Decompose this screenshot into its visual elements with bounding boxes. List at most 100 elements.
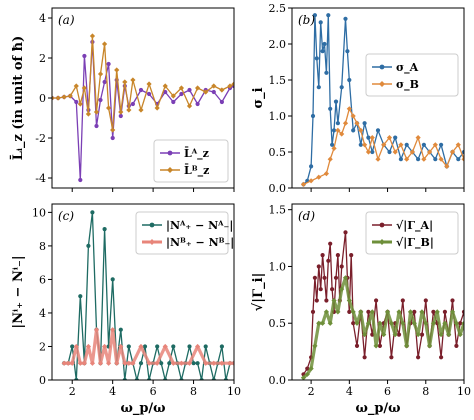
data-point (101, 343, 108, 350)
legend-swatch-marker (149, 239, 155, 245)
data-point (106, 61, 111, 67)
data-point (330, 287, 335, 292)
data-point (433, 157, 438, 162)
data-point (335, 127, 341, 133)
data-point (342, 275, 349, 281)
data-point (326, 258, 331, 263)
data-point (318, 287, 323, 292)
data-point (369, 135, 375, 141)
data-point (438, 156, 444, 162)
y-tick-label: 1.5 (269, 74, 287, 87)
data-point (331, 145, 337, 151)
data-point (453, 320, 459, 326)
data-point (439, 355, 444, 360)
data-point (407, 309, 414, 315)
axes-frame (291, 7, 465, 189)
data-point (449, 149, 456, 155)
data-point (419, 332, 425, 337)
axes-frame (291, 203, 465, 381)
data-point (375, 156, 381, 162)
data-point (219, 360, 225, 366)
data-point (82, 53, 87, 59)
data-point (416, 157, 421, 162)
data-point (373, 343, 379, 349)
data-point (421, 156, 427, 162)
legend-swatch-marker (379, 239, 385, 245)
data-point (396, 332, 402, 337)
data-point (362, 355, 367, 360)
data-point (70, 344, 75, 349)
data-point (74, 377, 79, 380)
data-point (330, 142, 335, 147)
data-point (122, 360, 128, 366)
data-point (90, 210, 95, 215)
y-tick-label: 8 (39, 240, 46, 253)
data-point (146, 360, 152, 366)
data-point (343, 230, 348, 235)
x-tick-label: 8 (190, 385, 197, 398)
data-point (427, 343, 433, 349)
data-point (78, 177, 83, 183)
data-point (432, 142, 438, 148)
data-point (446, 331, 452, 338)
data-point (335, 309, 341, 315)
data-point (122, 377, 127, 380)
data-point (147, 377, 152, 380)
data-point (134, 377, 139, 380)
data-point (122, 79, 128, 85)
data-point (386, 135, 393, 141)
data-point (199, 377, 204, 380)
data-point (77, 101, 83, 107)
data-point (61, 94, 67, 100)
data-point (138, 107, 144, 113)
data-point (366, 135, 371, 140)
data-point (316, 320, 322, 326)
data-point (65, 360, 71, 366)
y-tick-label: 0.5 (269, 146, 287, 159)
legend-label: σ_B (396, 78, 419, 92)
legend: |Nᴬ₊ − Nᴬ₋| |Nᴮ₊ − Nᴮ₋| (135, 211, 234, 255)
data-point (67, 93, 73, 99)
data-point (354, 343, 360, 348)
data-point (170, 360, 176, 366)
data-point (398, 157, 403, 162)
data-point (300, 181, 307, 187)
data-point (155, 344, 160, 349)
legend-label: √|Γ_B| (396, 236, 434, 250)
data-point (346, 297, 352, 304)
data-point (327, 156, 333, 162)
data-point (362, 142, 368, 148)
data-point (415, 135, 421, 141)
series-c-1 (61, 327, 234, 366)
data-point (439, 142, 444, 147)
y-tick-label: 0.0 (269, 182, 287, 195)
data-point (77, 360, 83, 366)
data-point (314, 298, 319, 303)
data-point (211, 377, 216, 380)
data-point (438, 331, 444, 338)
data-point (195, 101, 200, 107)
data-point (328, 241, 333, 246)
y-tick-label: 6 (39, 273, 46, 286)
data-point (339, 264, 344, 269)
data-point (126, 107, 132, 113)
data-point (94, 123, 99, 129)
data-point (318, 20, 323, 25)
data-point (55, 95, 61, 101)
data-point (461, 156, 464, 162)
data-point (320, 253, 325, 258)
data-point (118, 327, 123, 332)
y-tick-label: 10 (32, 206, 46, 219)
data-point (392, 331, 398, 338)
series-line (52, 35, 234, 131)
data-point (178, 360, 185, 366)
data-point (219, 344, 224, 349)
data-point (126, 360, 132, 366)
data-point (398, 142, 404, 148)
data-point (159, 361, 164, 366)
data-point (162, 83, 168, 89)
x-tick-label: 4 (109, 385, 116, 398)
data-point (211, 83, 217, 89)
legend-label: σ_A (396, 61, 419, 75)
x-axis-label: ω_p/ω (355, 401, 400, 416)
